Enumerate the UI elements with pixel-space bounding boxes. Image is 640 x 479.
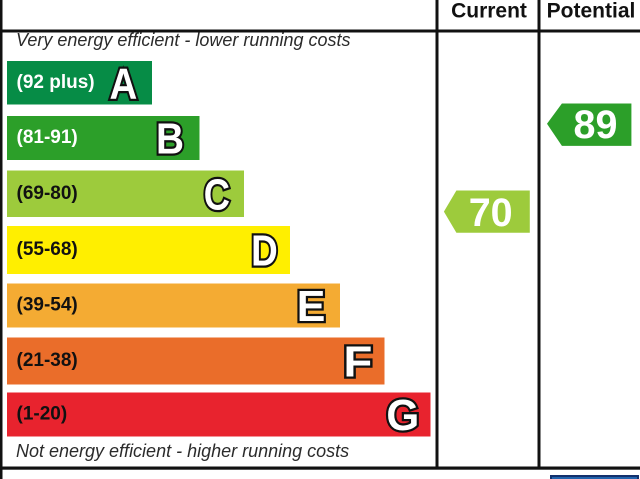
svg-text:Potential: Potential <box>547 0 636 23</box>
svg-text:(81-91): (81-91) <box>17 127 78 148</box>
svg-text:89: 89 <box>574 103 618 147</box>
svg-text:C: C <box>204 170 230 219</box>
svg-text:(55-68): (55-68) <box>17 239 78 260</box>
svg-text:D: D <box>251 227 278 276</box>
svg-text:F: F <box>343 338 372 387</box>
svg-text:E: E <box>297 282 326 331</box>
svg-text:G: G <box>386 391 419 440</box>
svg-text:70: 70 <box>469 191 513 235</box>
svg-text:B: B <box>156 115 184 164</box>
svg-text:(1-20): (1-20) <box>17 404 68 425</box>
svg-text:(69-80): (69-80) <box>17 183 78 204</box>
svg-text:Current: Current <box>451 0 527 23</box>
svg-text:A: A <box>110 59 138 108</box>
svg-text:Very energy efficient - lower: Very energy efficient - lower running co… <box>16 30 351 50</box>
svg-text:(21-38): (21-38) <box>17 350 78 371</box>
svg-text:(92 plus): (92 plus) <box>17 72 95 93</box>
svg-text:Not energy efficient - higher: Not energy efficient - higher running co… <box>16 441 349 461</box>
svg-text:(39-54): (39-54) <box>17 295 78 316</box>
